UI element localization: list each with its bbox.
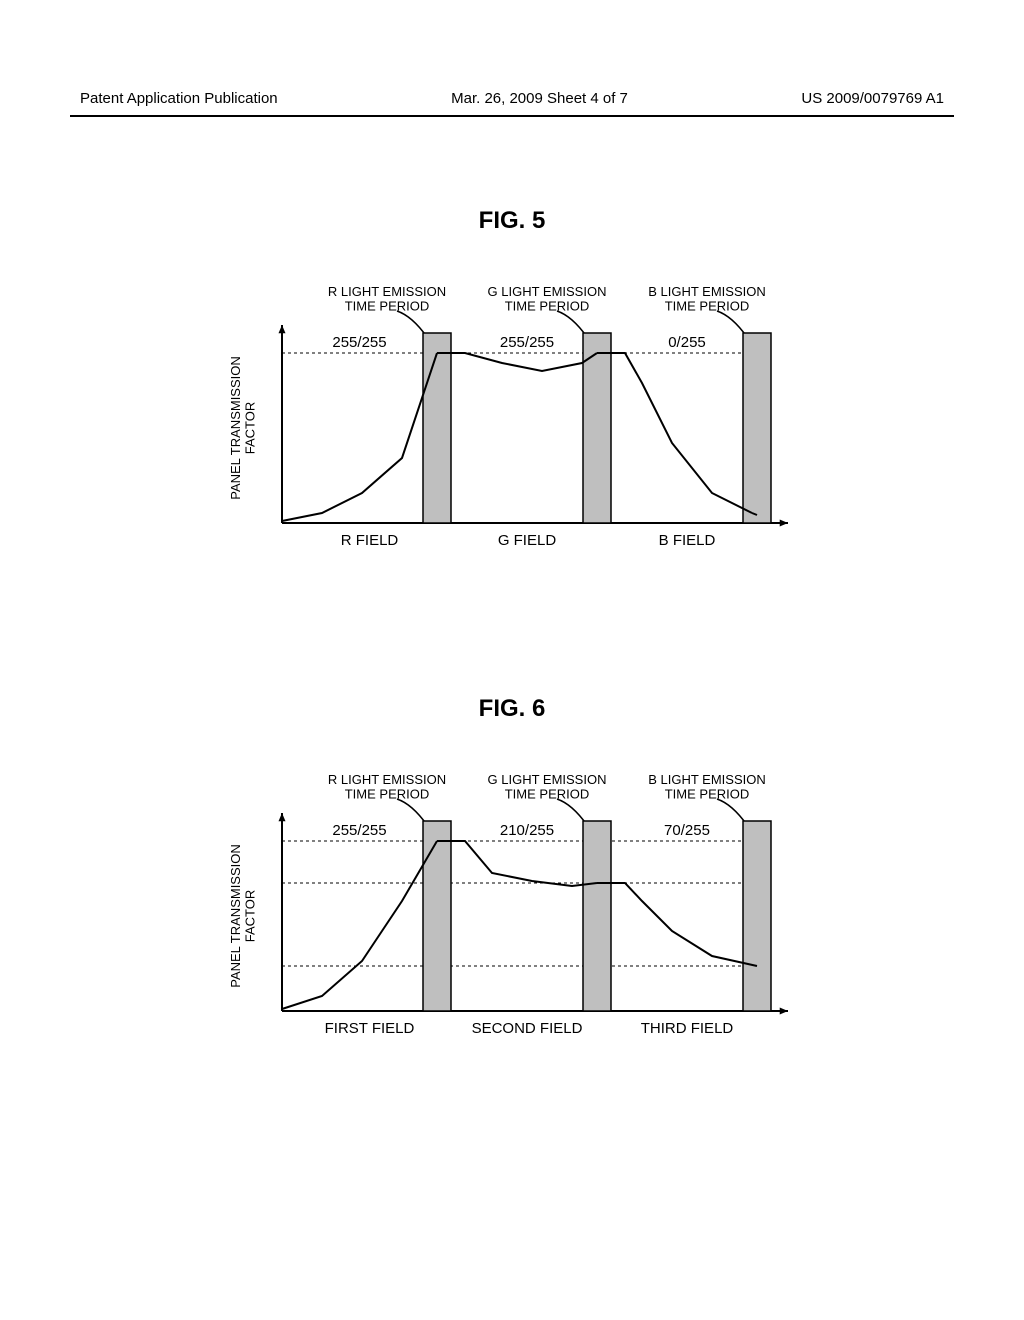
svg-text:G LIGHT EMISSIONTIME PERIOD: G LIGHT EMISSIONTIME PERIOD xyxy=(488,772,607,801)
svg-text:PANEL TRANSMISSIONFACTOR: PANEL TRANSMISSIONFACTOR xyxy=(228,356,257,500)
svg-text:R FIELD: R FIELD xyxy=(341,532,399,549)
svg-text:70/255: 70/255 xyxy=(664,822,710,839)
svg-text:R LIGHT EMISSIONTIME PERIOD: R LIGHT EMISSIONTIME PERIOD xyxy=(328,772,446,801)
svg-text:B LIGHT EMISSIONTIME PERIOD: B LIGHT EMISSIONTIME PERIOD xyxy=(648,284,766,313)
svg-text:255/255: 255/255 xyxy=(332,334,386,351)
header-center: Mar. 26, 2009 Sheet 4 of 7 xyxy=(451,90,628,107)
fig6-title: FIG. 6 xyxy=(70,695,954,723)
svg-text:R LIGHT EMISSIONTIME PERIOD: R LIGHT EMISSIONTIME PERIOD xyxy=(328,284,446,313)
fig5: R LIGHT EMISSIONTIME PERIOD G LIGHT EMISS… xyxy=(222,275,802,575)
svg-text:210/255: 210/255 xyxy=(500,822,554,839)
svg-text:B LIGHT EMISSIONTIME PERIOD: B LIGHT EMISSIONTIME PERIOD xyxy=(648,772,766,801)
svg-text:G FIELD: G FIELD xyxy=(498,532,557,549)
fig5-chart: R LIGHT EMISSIONTIME PERIOD G LIGHT EMISS… xyxy=(222,275,802,575)
svg-text:THIRD FIELD: THIRD FIELD xyxy=(641,1020,734,1037)
svg-text:B FIELD: B FIELD xyxy=(659,532,716,549)
header-right: US 2009/0079769 A1 xyxy=(801,90,944,107)
fig5-title: FIG. 5 xyxy=(70,207,954,235)
svg-text:255/255: 255/255 xyxy=(332,822,386,839)
svg-text:FIRST FIELD: FIRST FIELD xyxy=(325,1020,415,1037)
svg-text:PANEL TRANSMISSIONFACTOR: PANEL TRANSMISSIONFACTOR xyxy=(228,844,257,988)
svg-text:SECOND FIELD: SECOND FIELD xyxy=(472,1020,583,1037)
fig6-chart: R LIGHT EMISSIONTIME PERIOD G LIGHT EMISS… xyxy=(222,763,802,1063)
svg-text:0/255: 0/255 xyxy=(668,334,706,351)
header-left: Patent Application Publication xyxy=(80,90,278,107)
fig6: R LIGHT EMISSIONTIME PERIOD G LIGHT EMISS… xyxy=(222,763,802,1063)
svg-text:G LIGHT EMISSIONTIME PERIOD: G LIGHT EMISSIONTIME PERIOD xyxy=(488,284,607,313)
svg-text:255/255: 255/255 xyxy=(500,334,554,351)
page-header: Patent Application Publication Mar. 26, … xyxy=(70,90,954,117)
